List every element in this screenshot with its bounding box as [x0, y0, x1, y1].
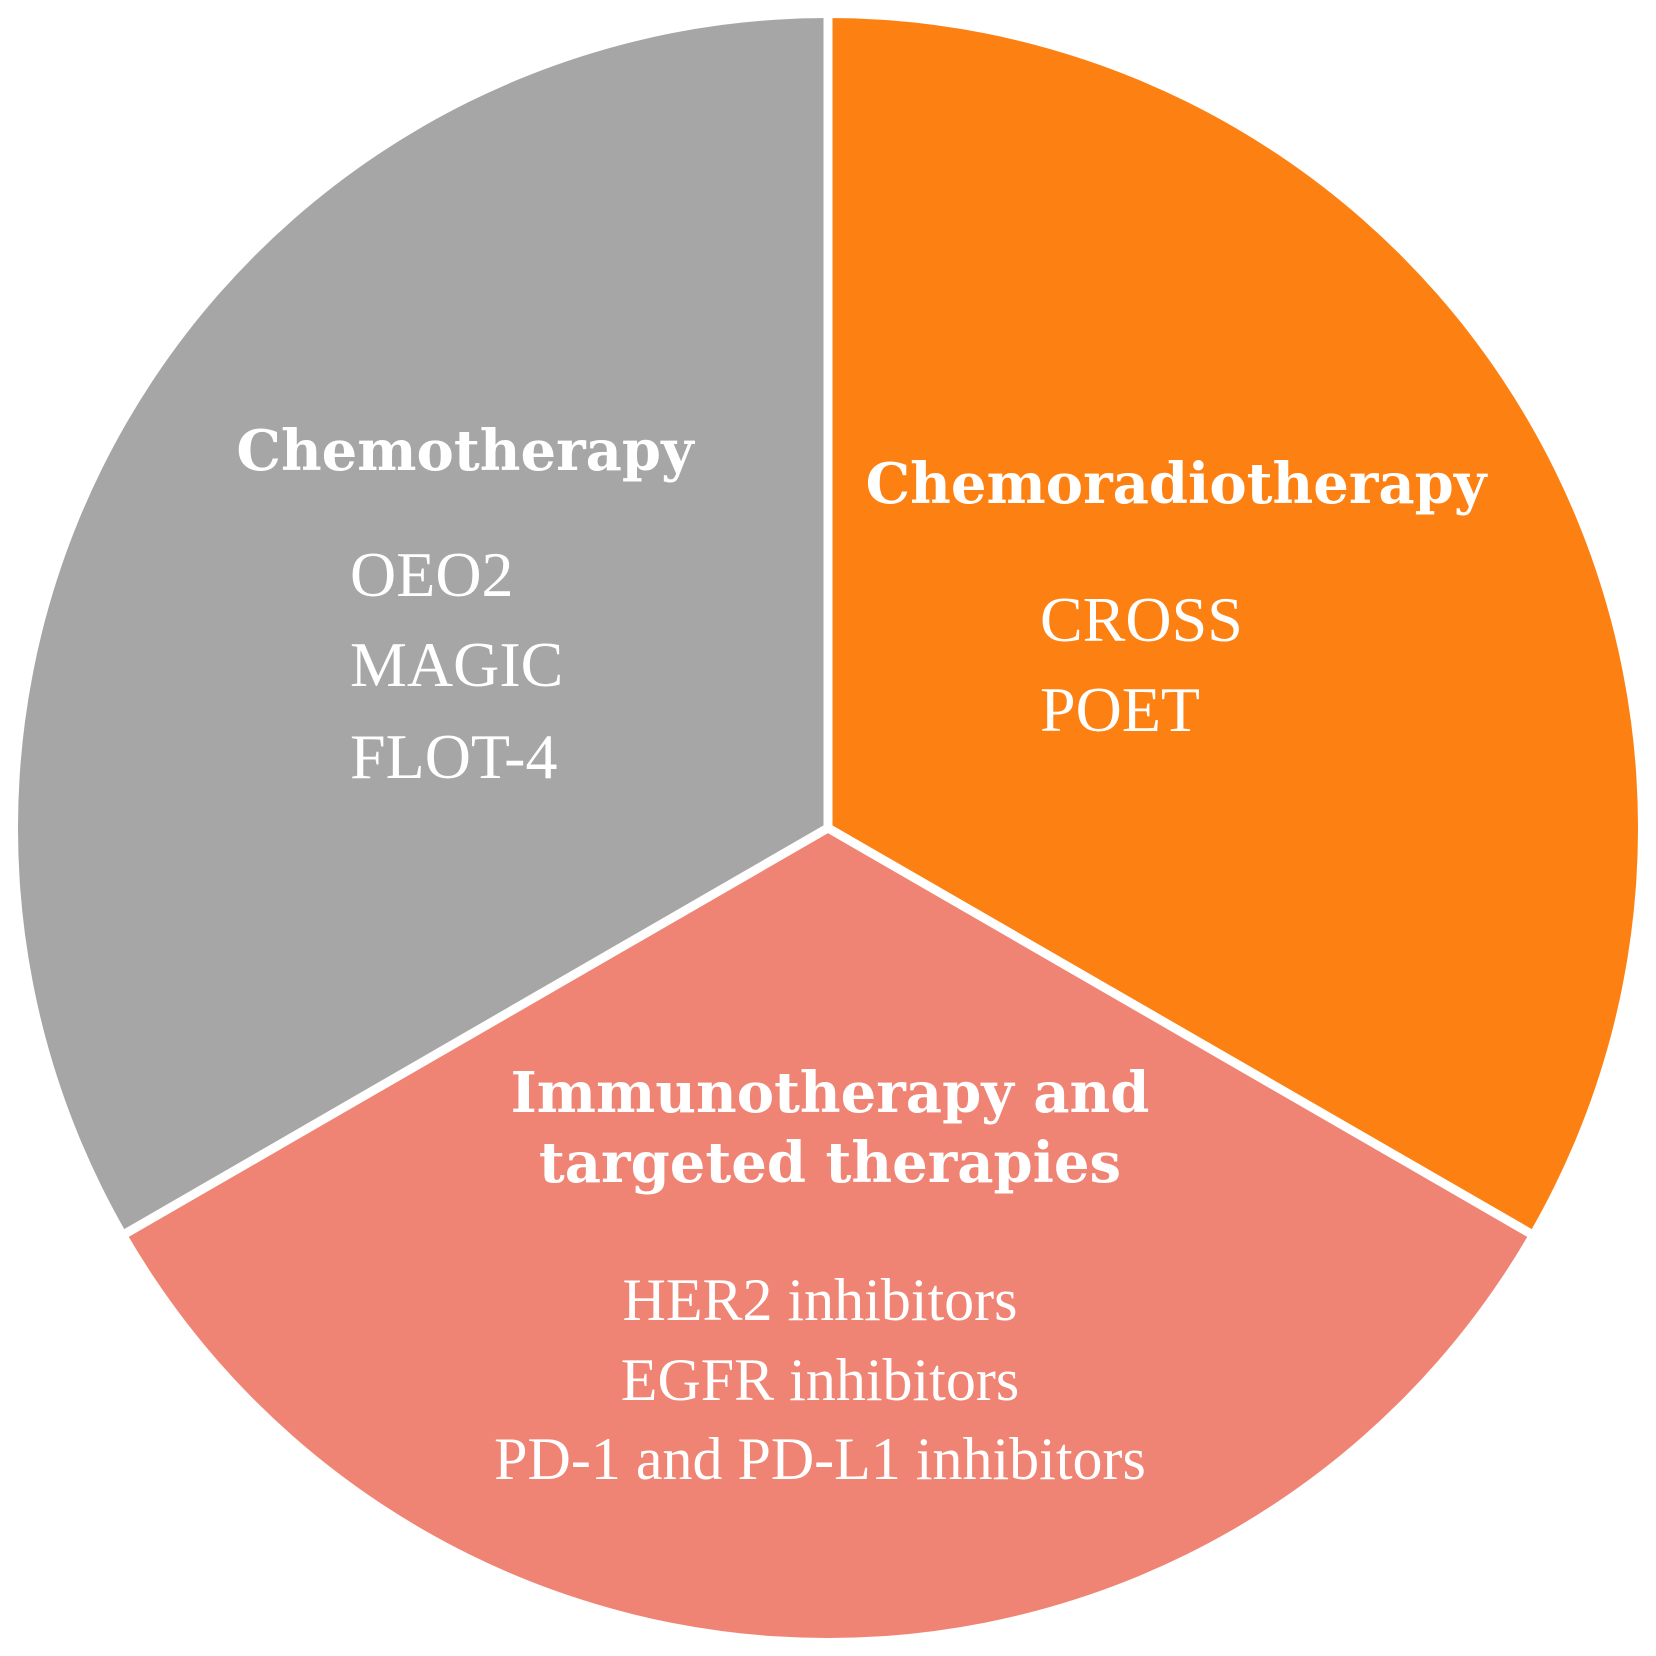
- immunotherapy-item: HER2 inhibitors: [622, 1267, 1017, 1333]
- chemoradiotherapy-group: Chemoradiotherapy CROSS POET: [866, 451, 1488, 745]
- chemoradiotherapy-item: CROSS: [1040, 584, 1243, 655]
- chemoradiotherapy-item: POET: [1040, 674, 1200, 745]
- immunotherapy-heading-line: targeted therapies: [539, 1130, 1121, 1196]
- chemotherapy-slice: [17, 18, 828, 1233]
- chemotherapy-group: Chemotherapy OEO2 MAGIC FLOT-4: [236, 418, 695, 792]
- immunotherapy-item: PD-1 and PD-L1 inhibitors: [494, 1426, 1146, 1492]
- slice-separators: [120, 14, 1536, 1239]
- immunotherapy-item: EGFR inhibitors: [621, 1347, 1019, 1413]
- chemotherapy-item: FLOT-4: [350, 721, 557, 792]
- chemotherapy-heading: Chemotherapy: [236, 418, 695, 484]
- chemoradiotherapy-heading: Chemoradiotherapy: [866, 451, 1488, 517]
- chemotherapy-item: MAGIC: [350, 629, 563, 700]
- chemoradiotherapy-slice: [828, 17, 1639, 1233]
- chemotherapy-item: OEO2: [350, 539, 514, 610]
- immunotherapy-heading-line: Immunotherapy and: [511, 1060, 1150, 1126]
- separator-right: [825, 824, 1536, 1239]
- separator-left: [120, 824, 831, 1239]
- immunotherapy-group: Immunotherapy and targeted therapies HER…: [494, 1060, 1149, 1492]
